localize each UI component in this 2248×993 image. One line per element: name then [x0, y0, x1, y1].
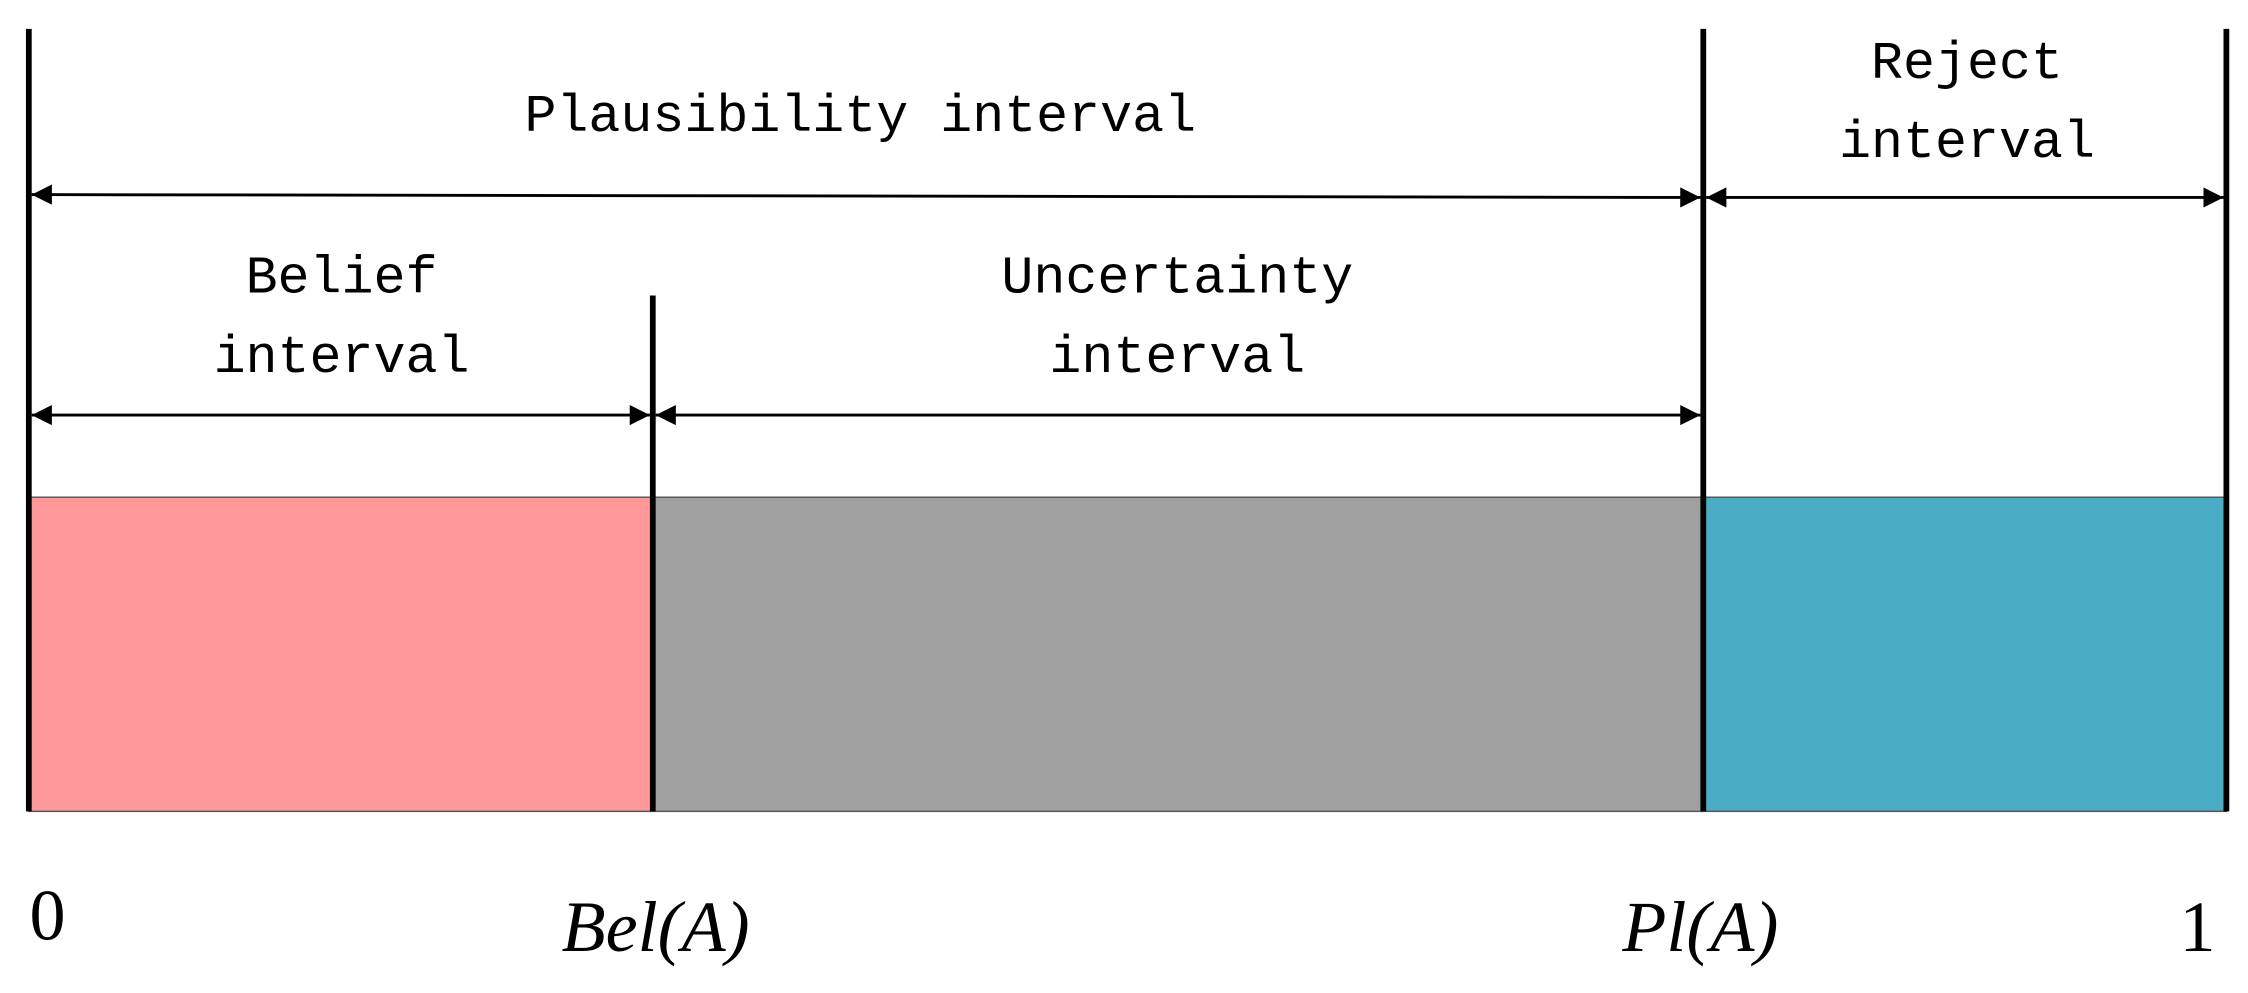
axis-label: Bel(A) [562, 887, 750, 967]
belief-label: interval [214, 329, 470, 389]
axis-label: Pl(A) [1621, 887, 1778, 967]
axis-label: 1 [2180, 887, 2216, 967]
uncertainty-bar [652, 496, 1705, 813]
reject-bar [1702, 496, 2228, 813]
reject-label: interval [1839, 114, 2095, 174]
uncertainty-label: Uncertainty [1001, 250, 1353, 310]
uncertainty-label: interval [1049, 329, 1305, 389]
belief-bar [28, 496, 654, 813]
plausibility-arrow [31, 184, 1701, 208]
plausibility-label: Plausibility interval [524, 88, 1196, 148]
reject-label: Reject [1871, 35, 2063, 95]
axis-label: 0 [30, 876, 66, 956]
belief-label: Belief [246, 250, 438, 310]
